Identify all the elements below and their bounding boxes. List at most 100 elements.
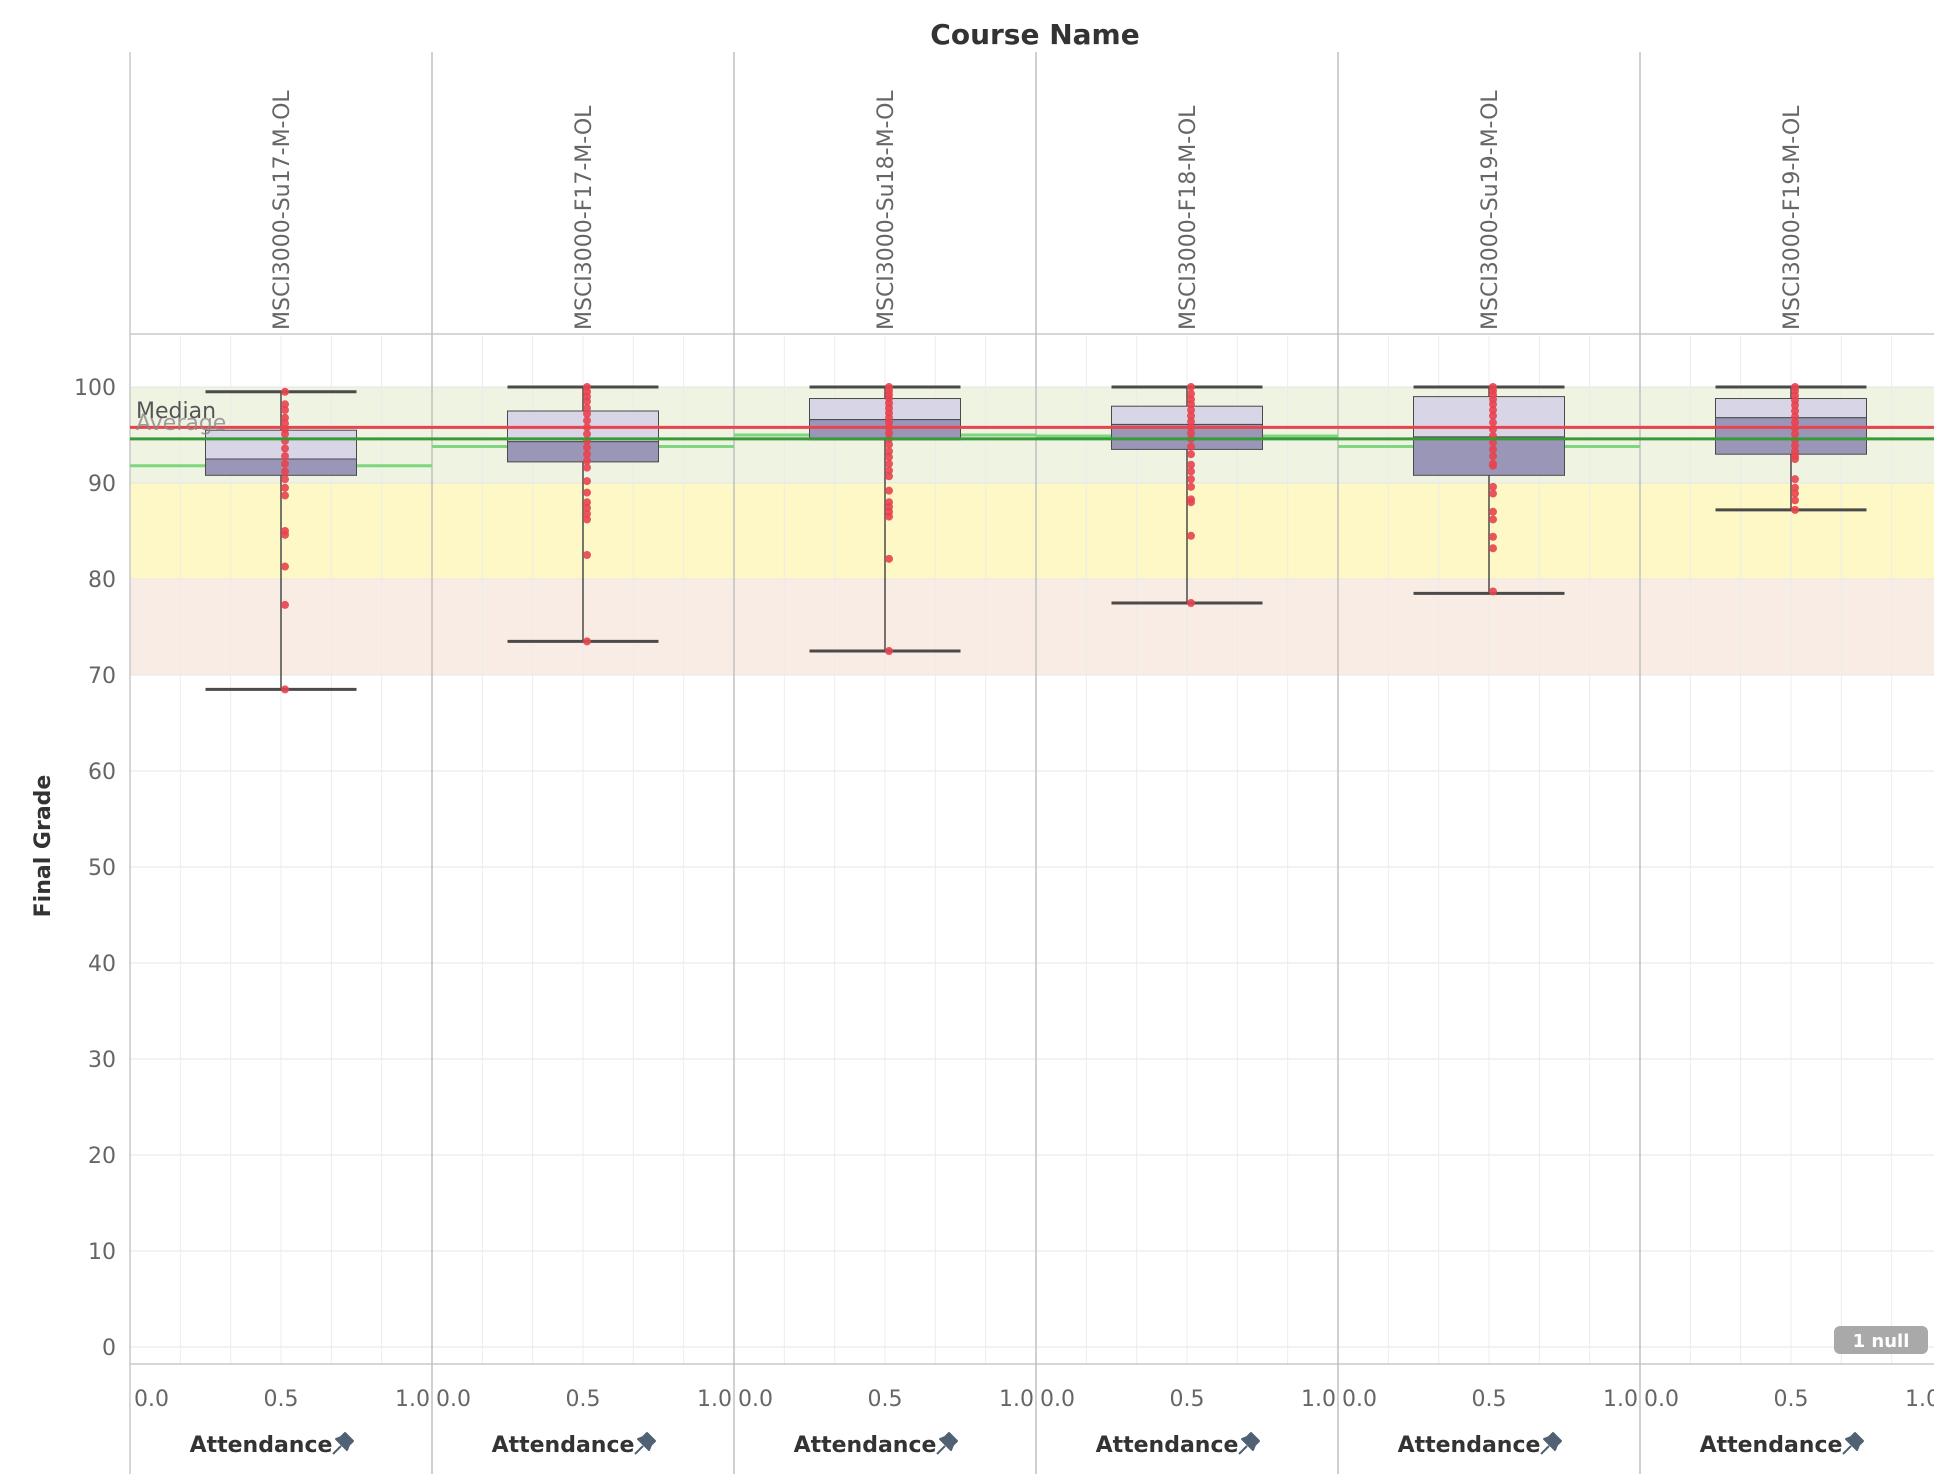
data-point <box>1489 400 1497 409</box>
data-point <box>583 637 591 646</box>
data-point <box>1187 389 1195 398</box>
average-label: Average <box>136 411 226 436</box>
course-header: MSCI3000-Su18-M-OL <box>874 90 899 330</box>
x-tick-label: 0.0 <box>738 1387 773 1412</box>
data-point <box>885 429 893 438</box>
data-point <box>1489 406 1497 415</box>
course-header: MSCI3000-Su19-M-OL <box>1478 90 1503 330</box>
data-point <box>1489 507 1497 516</box>
data-point <box>583 551 591 559</box>
data-point <box>1489 482 1497 491</box>
data-point <box>281 467 289 476</box>
data-point <box>1791 412 1799 421</box>
data-point <box>1489 452 1497 461</box>
box-upper <box>1715 398 1867 419</box>
x-tick-label: 1.0 <box>1905 1387 1934 1412</box>
data-point <box>1187 442 1195 451</box>
data-point <box>885 466 893 475</box>
data-point <box>583 404 591 413</box>
x-tick-label: 0.5 <box>264 1387 299 1412</box>
x-tick-label: 1.0 <box>697 1387 732 1412</box>
data-point <box>1187 411 1195 420</box>
x-axis-label: Attendance <box>492 1433 635 1458</box>
data-point <box>1791 483 1799 492</box>
data-point <box>281 406 289 415</box>
data-point <box>281 413 289 422</box>
data-point <box>1489 445 1497 454</box>
data-point <box>281 444 289 453</box>
x-tick-label: 1.0 <box>1301 1387 1336 1412</box>
data-point <box>1791 489 1799 498</box>
box-upper <box>1413 396 1565 438</box>
box-lower <box>1413 436 1565 476</box>
course-header: MSCI3000-F18-M-OL <box>1176 105 1201 330</box>
pin-icon <box>1842 1432 1864 1455</box>
pin-icon <box>936 1432 958 1455</box>
data-point <box>281 387 289 396</box>
x-tick-label: 1.0 <box>1603 1387 1638 1412</box>
data-point <box>1791 441 1799 450</box>
null-badge <box>1834 1326 1928 1354</box>
data-point <box>885 512 893 521</box>
data-point <box>583 488 591 497</box>
box-lower <box>507 441 659 463</box>
x-tick-label: 0.5 <box>566 1387 601 1412</box>
data-point <box>1187 460 1195 469</box>
course-header: MSCI3000-F17-M-OL <box>572 105 597 330</box>
chart-title: Course Name <box>930 18 1139 51</box>
x-tick-label: 0.0 <box>1342 1387 1377 1412</box>
data-point <box>885 486 893 495</box>
x-tick-label: 0.0 <box>1644 1387 1679 1412</box>
data-point <box>1489 461 1497 470</box>
pin-icon <box>1238 1432 1260 1455</box>
data-point <box>1187 383 1195 391</box>
data-point <box>1187 498 1195 507</box>
median-label: Median <box>136 399 216 424</box>
data-point <box>885 453 893 462</box>
x-tick-label: 0.0 <box>436 1387 471 1412</box>
y-tick-label: 20 <box>88 1144 116 1169</box>
y-tick-label: 0 <box>102 1336 116 1361</box>
data-point <box>583 409 591 418</box>
box-lower <box>205 458 357 476</box>
x-tick-label: 1.0 <box>395 1387 430 1412</box>
y-tick-label: 100 <box>74 376 116 401</box>
data-point <box>1187 417 1195 426</box>
data-point <box>885 447 893 456</box>
x-axis-label: Attendance <box>794 1433 937 1458</box>
data-point <box>583 515 591 524</box>
data-point <box>583 477 591 486</box>
data-point <box>583 463 591 472</box>
data-point <box>1187 400 1195 409</box>
y-tick-label: 50 <box>88 856 116 881</box>
data-point <box>583 443 591 452</box>
course-header: MSCI3000-Su17-M-OL <box>270 90 295 330</box>
data-point <box>1489 489 1497 498</box>
pin-icon <box>634 1432 656 1455</box>
y-tick-label: 40 <box>88 952 116 977</box>
data-point <box>1187 599 1195 607</box>
data-point <box>281 685 289 694</box>
x-tick-label: 0.0 <box>134 1387 169 1412</box>
y-tick-label: 70 <box>88 664 116 689</box>
data-point <box>1791 505 1799 514</box>
data-point <box>1489 418 1497 427</box>
y-tick-label: 30 <box>88 1048 116 1073</box>
data-point <box>583 456 591 465</box>
data-point <box>281 562 289 571</box>
data-point <box>1791 418 1799 427</box>
pin-icon <box>332 1432 354 1455</box>
x-tick-label: 0.0 <box>1040 1387 1075 1412</box>
x-tick-label: 0.5 <box>1472 1387 1507 1412</box>
data-point <box>583 503 591 512</box>
data-point <box>281 483 289 492</box>
data-point <box>1187 406 1195 415</box>
box-upper <box>809 398 961 421</box>
data-point <box>583 397 591 406</box>
data-point <box>1187 450 1195 459</box>
data-point <box>1489 587 1497 596</box>
data-point <box>885 647 893 655</box>
data-point <box>885 440 893 449</box>
data-point <box>1187 475 1195 484</box>
